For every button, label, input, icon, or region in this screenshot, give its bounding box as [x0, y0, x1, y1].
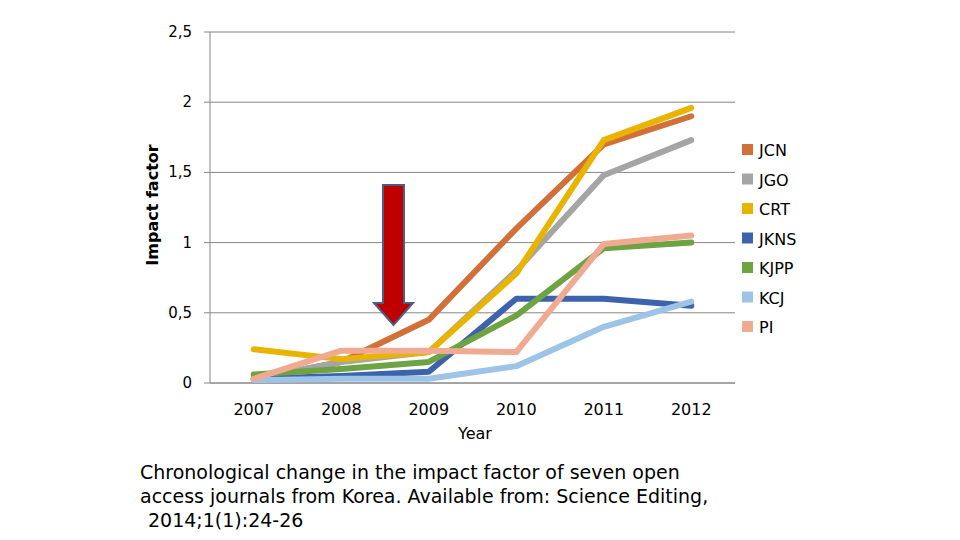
y-axis-title: Impact factor [143, 144, 162, 265]
series-line [254, 302, 692, 381]
caption: Chronological change in the impact facto… [140, 461, 708, 531]
legend-label: CRT [759, 200, 790, 219]
y-tick-label: 0 [182, 374, 192, 392]
caption-line: Chronological change in the impact facto… [140, 461, 680, 483]
y-tick-label: 2 [182, 93, 192, 111]
y-tick-label: 2,5 [168, 23, 192, 41]
x-axis-title: Year [457, 424, 492, 443]
y-tick [204, 102, 210, 103]
y-tick-label: 0,5 [168, 304, 192, 322]
plot-area [254, 108, 692, 380]
x-tick-label: 2009 [408, 400, 449, 419]
y-tick [204, 312, 210, 313]
grid-line [210, 32, 735, 33]
y-tick [204, 383, 210, 384]
grid [210, 32, 735, 383]
y-tick [204, 172, 210, 173]
x-tick-label: 2007 [233, 400, 274, 419]
y-tick-label: 1,5 [168, 163, 192, 181]
legend-swatch [742, 292, 753, 303]
legend-swatch [742, 174, 753, 185]
legend-label: KJPP [759, 259, 794, 278]
x-tick-label: 2008 [321, 400, 362, 419]
legend-label: JCN [758, 141, 787, 160]
x-tick-label: 2011 [583, 400, 624, 419]
y-axis-line [210, 32, 211, 383]
y-tick [204, 32, 210, 33]
series-line [254, 236, 692, 379]
grid-line [210, 172, 735, 173]
arrow-shape [374, 185, 413, 325]
series-line [254, 116, 692, 379]
legend-swatch [742, 233, 753, 244]
grid-line [210, 383, 735, 384]
legend-label: JGO [758, 171, 789, 190]
chart: 0 0,5 1 1,5 2 2,5 2007 2008 2009 2010 2011 2012 Year… [0, 0, 960, 540]
x-tick-label: 2010 [496, 400, 537, 419]
caption-line: 2014;1(1):24-26 [148, 509, 303, 531]
y-tick [204, 242, 210, 243]
y-tick-label: 1 [182, 234, 192, 252]
caption-line: access journals from Korea. Available fr… [140, 485, 708, 507]
grid-line [210, 102, 735, 103]
x-tick-label: 2012 [671, 400, 712, 419]
legend-label: KCJ [759, 289, 785, 308]
legend-label: PI [759, 318, 773, 337]
arrow [374, 185, 413, 325]
series-line [254, 140, 692, 379]
legend-swatch [742, 262, 753, 273]
legend-label: JKNS [758, 230, 796, 249]
legend: JCN JGO CRT JKNS KJPP KCJ PI [742, 141, 796, 337]
x-axis-line [210, 383, 735, 384]
legend-swatch [742, 144, 753, 155]
axes: 0 0,5 1 1,5 2 2,5 2007 2008 2009 2010 2011 2012 [168, 23, 735, 419]
legend-swatch [742, 203, 753, 214]
legend-swatch [742, 321, 753, 332]
